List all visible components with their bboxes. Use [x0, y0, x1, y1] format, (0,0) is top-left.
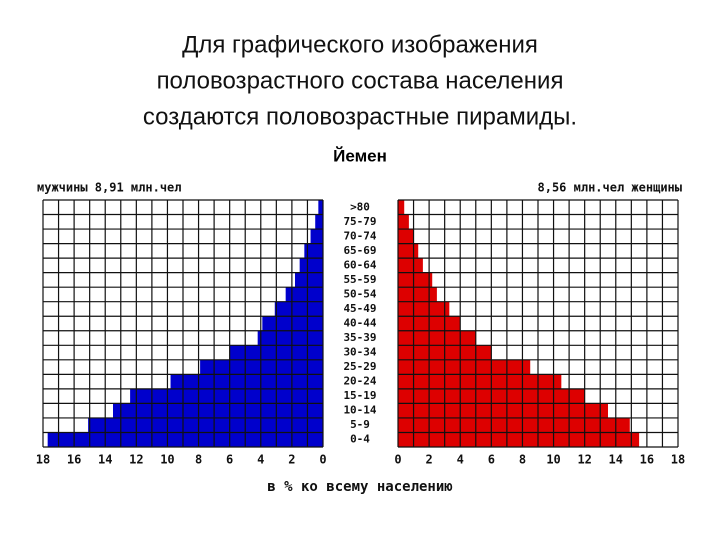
- y-tick-label: 20-24: [343, 375, 376, 388]
- x-tick-label: 4: [457, 453, 464, 467]
- y-tick-label: 0-4: [350, 433, 370, 446]
- bar: [315, 214, 323, 230]
- bar: [295, 272, 323, 288]
- x-tick-label: 18: [36, 453, 50, 467]
- bar: [285, 287, 323, 302]
- x-tick-label: 4: [257, 453, 264, 467]
- x-tick-label: 10: [160, 453, 174, 467]
- x-tick-label: 8: [519, 453, 526, 467]
- x-tick-label: 0: [319, 453, 326, 467]
- bar: [398, 214, 409, 230]
- y-tick-label: >80: [350, 200, 370, 213]
- y-tick-label: 30-34: [343, 346, 376, 359]
- bar: [113, 403, 323, 418]
- bar: [257, 330, 323, 346]
- x-tick-label: 12: [577, 453, 591, 467]
- y-tick-label: 45-49: [343, 302, 376, 315]
- bar: [398, 359, 531, 375]
- x-tick-label: 16: [640, 453, 654, 467]
- bar: [398, 243, 419, 259]
- y-tick-label: 35-39: [343, 331, 376, 344]
- y-tick-label: 55-59: [343, 273, 376, 286]
- x-tick-label: 16: [67, 453, 81, 467]
- bar: [398, 417, 630, 433]
- bar: [398, 301, 450, 317]
- bar: [398, 287, 437, 302]
- y-tick-label: 25-29: [343, 360, 376, 373]
- x-tick-label: 18: [671, 453, 685, 467]
- bar: [304, 243, 323, 259]
- bar: [200, 359, 323, 375]
- bar: [130, 388, 323, 404]
- y-tick-label: 65-69: [343, 244, 376, 257]
- bar: [88, 417, 323, 433]
- x-tick-label: 14: [609, 453, 623, 467]
- bar: [398, 200, 405, 215]
- y-tick-label: 50-54: [343, 287, 376, 300]
- bar: [47, 432, 324, 447]
- y-tick-label: 75-79: [343, 215, 376, 228]
- y-tick-label: 15-19: [343, 389, 376, 402]
- x-tick-label: 6: [226, 453, 233, 467]
- x-tick-label: 10: [546, 453, 560, 467]
- heading-line: создаются половозрастные пирамиды.: [143, 103, 577, 130]
- x-tick-label: 6: [488, 453, 495, 467]
- chart-title: Йемен: [333, 146, 387, 165]
- x-tick-label: 8: [195, 453, 202, 467]
- x-tick-label: 2: [425, 453, 432, 467]
- x-tick-label: 0: [394, 453, 401, 467]
- x-axis-label: в % ко всему населению: [267, 479, 452, 495]
- bar: [398, 258, 423, 273]
- y-tick-label: 40-44: [343, 317, 376, 330]
- heading-line: Для графического изображения: [182, 31, 538, 58]
- bar: [170, 374, 323, 389]
- bar: [398, 432, 640, 447]
- bar: [299, 258, 323, 273]
- x-tick-label: 12: [129, 453, 143, 467]
- bar: [262, 316, 323, 331]
- bar: [274, 301, 323, 317]
- bar: [398, 229, 414, 244]
- y-tick-label: 60-64: [343, 258, 376, 271]
- bar: [318, 200, 323, 215]
- legend-label: мужчины 8,91 млн.чел: [37, 181, 182, 195]
- y-tick-label: 70-74: [343, 229, 376, 242]
- bar: [398, 330, 476, 346]
- legend-label: 8,56 млн.чел женщины: [538, 181, 683, 195]
- x-tick-label: 14: [98, 453, 112, 467]
- bar: [398, 374, 562, 389]
- y-tick-label: 5-9: [350, 418, 370, 431]
- heading-line: половозрастного состава населения: [157, 67, 564, 94]
- x-tick-label: 2: [288, 453, 295, 467]
- bar: [398, 403, 608, 418]
- bar: [310, 229, 323, 244]
- y-tick-label: 10-14: [343, 404, 376, 417]
- bar: [398, 272, 433, 288]
